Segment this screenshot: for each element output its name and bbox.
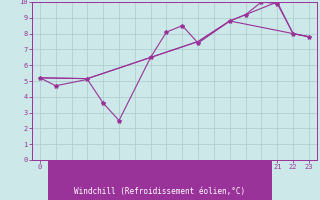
Text: Windchill (Refroidissement éolien,°C): Windchill (Refroidissement éolien,°C) bbox=[75, 187, 245, 196]
